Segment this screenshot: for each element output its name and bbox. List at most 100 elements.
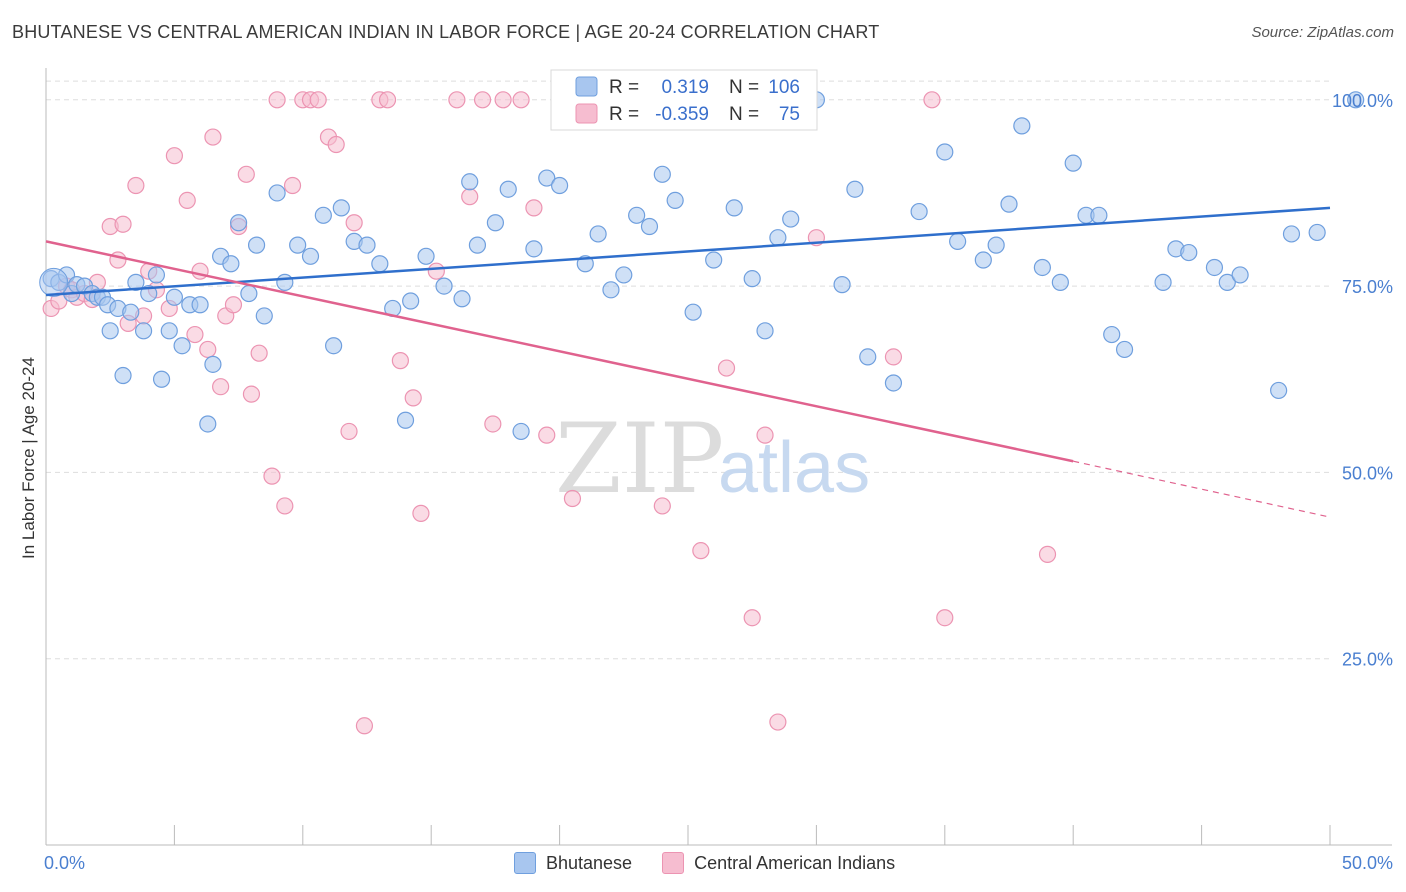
point-bhutanese	[615, 266, 633, 284]
point-bhutanese	[499, 180, 517, 198]
point-bhutanese	[101, 322, 119, 340]
point-bhutanese	[1218, 273, 1236, 291]
point-bhutanese	[191, 296, 209, 314]
point-bhutanese	[743, 270, 761, 288]
point-bhutanese	[165, 288, 183, 306]
point-bhutanese	[39, 267, 69, 297]
point-central-american-indians	[355, 717, 374, 735]
point-bhutanese	[289, 236, 307, 254]
point-bhutanese	[134, 322, 153, 340]
bottom-legend: Bhutanese Central American Indians	[514, 852, 925, 874]
point-bhutanese	[1308, 223, 1326, 242]
legend-r-value-2: -0.359	[655, 104, 709, 125]
point-central-american-indians	[250, 344, 268, 362]
point-bhutanese	[910, 202, 928, 221]
point-bhutanese	[949, 232, 967, 250]
point-bhutanese	[173, 337, 191, 355]
point-bhutanese	[782, 210, 800, 228]
chart-title: BHUTANESE VS CENTRAL AMERICAN INDIAN IN …	[12, 22, 880, 42]
point-bhutanese	[1115, 340, 1134, 359]
point-bhutanese	[1103, 325, 1121, 344]
point-bhutanese	[1231, 266, 1249, 284]
point-bhutanese	[358, 236, 376, 254]
tick-labels: 25.0% 50.0% 75.0% 100.0% 0.0% 50.0%	[44, 91, 1393, 873]
point-bhutanese	[525, 240, 543, 258]
point-bhutanese	[1282, 225, 1301, 243]
point-bhutanese	[1000, 195, 1018, 213]
x-tick-label: 50.0%	[1342, 853, 1393, 873]
point-bhutanese	[640, 217, 659, 236]
point-central-american-indians	[378, 91, 397, 109]
point-central-american-indians	[283, 176, 302, 195]
point-central-american-indians	[756, 426, 774, 444]
point-central-american-indians	[923, 91, 941, 109]
x-tick-label: 0.0%	[44, 853, 85, 873]
point-bhutanese	[628, 206, 646, 224]
point-bhutanese	[974, 251, 992, 269]
legend-swatch-bhutanese	[514, 852, 536, 874]
legend-n-label-1: N =	[729, 77, 759, 98]
watermark-atlas: atlas	[718, 428, 870, 508]
point-central-american-indians	[484, 415, 502, 433]
point-central-american-indians	[391, 352, 409, 370]
point-bhutanese	[1090, 206, 1108, 224]
point-central-american-indians	[127, 176, 145, 195]
legend-item-central-american-indians: Central American Indians	[662, 852, 895, 874]
legend-swatch-bhutanese	[575, 76, 598, 97]
point-bhutanese	[453, 290, 471, 308]
watermark-zip: ZIP	[555, 403, 724, 515]
point-bhutanese	[230, 214, 248, 232]
point-bhutanese	[1270, 381, 1288, 400]
point-central-american-indians	[165, 147, 183, 165]
point-bhutanese	[846, 180, 864, 198]
point-central-american-indians	[340, 422, 358, 441]
point-bhutanese	[936, 143, 954, 161]
point-bhutanese	[486, 214, 504, 232]
point-bhutanese	[512, 422, 530, 441]
point-central-american-indians	[494, 91, 512, 109]
point-central-american-indians	[178, 191, 196, 210]
legend-r-label-1: R =	[609, 77, 639, 98]
legend-label-bhutanese: Bhutanese	[546, 852, 633, 873]
y-tick-label: 50.0%	[1342, 463, 1393, 483]
point-bhutanese	[684, 303, 702, 321]
point-bhutanese	[1051, 273, 1069, 291]
point-bhutanese	[1205, 258, 1224, 277]
point-central-american-indians	[884, 348, 903, 366]
point-bhutanese	[402, 292, 420, 310]
point-central-american-indians	[327, 135, 345, 154]
bhutanese-points	[39, 91, 1365, 441]
point-bhutanese	[602, 281, 620, 299]
point-bhutanese	[550, 176, 569, 195]
point-bhutanese	[247, 236, 266, 254]
point-central-american-indians	[448, 91, 466, 109]
point-bhutanese	[417, 247, 435, 265]
point-central-american-indians	[653, 497, 671, 515]
point-bhutanese	[1154, 273, 1172, 291]
point-central-american-indians	[743, 609, 761, 627]
point-central-american-indians	[427, 262, 445, 280]
point-central-american-indians	[224, 296, 243, 314]
chart-source: Source: ZipAtlas.com	[1251, 24, 1394, 41]
point-central-american-indians	[563, 489, 582, 508]
legend-swatch-central-american-indians	[662, 852, 685, 874]
point-bhutanese	[301, 247, 320, 265]
point-bhutanese	[859, 348, 877, 366]
point-central-american-indians	[276, 497, 294, 515]
point-central-american-indians	[212, 378, 230, 396]
point-bhutanese	[987, 236, 1005, 254]
point-bhutanese	[314, 206, 332, 224]
point-central-american-indians	[268, 91, 286, 109]
point-bhutanese	[653, 165, 671, 183]
point-bhutanese	[147, 266, 166, 284]
point-bhutanese	[769, 229, 787, 247]
point-bhutanese	[1347, 91, 1365, 109]
point-bhutanese	[705, 251, 723, 269]
point-bhutanese	[160, 322, 178, 340]
point-central-american-indians	[512, 91, 530, 109]
trend-line-central-american-indians	[45, 240, 1074, 463]
point-bhutanese	[1033, 258, 1051, 277]
point-bhutanese	[240, 284, 258, 303]
y-tick-label: 100.0%	[1332, 91, 1393, 111]
